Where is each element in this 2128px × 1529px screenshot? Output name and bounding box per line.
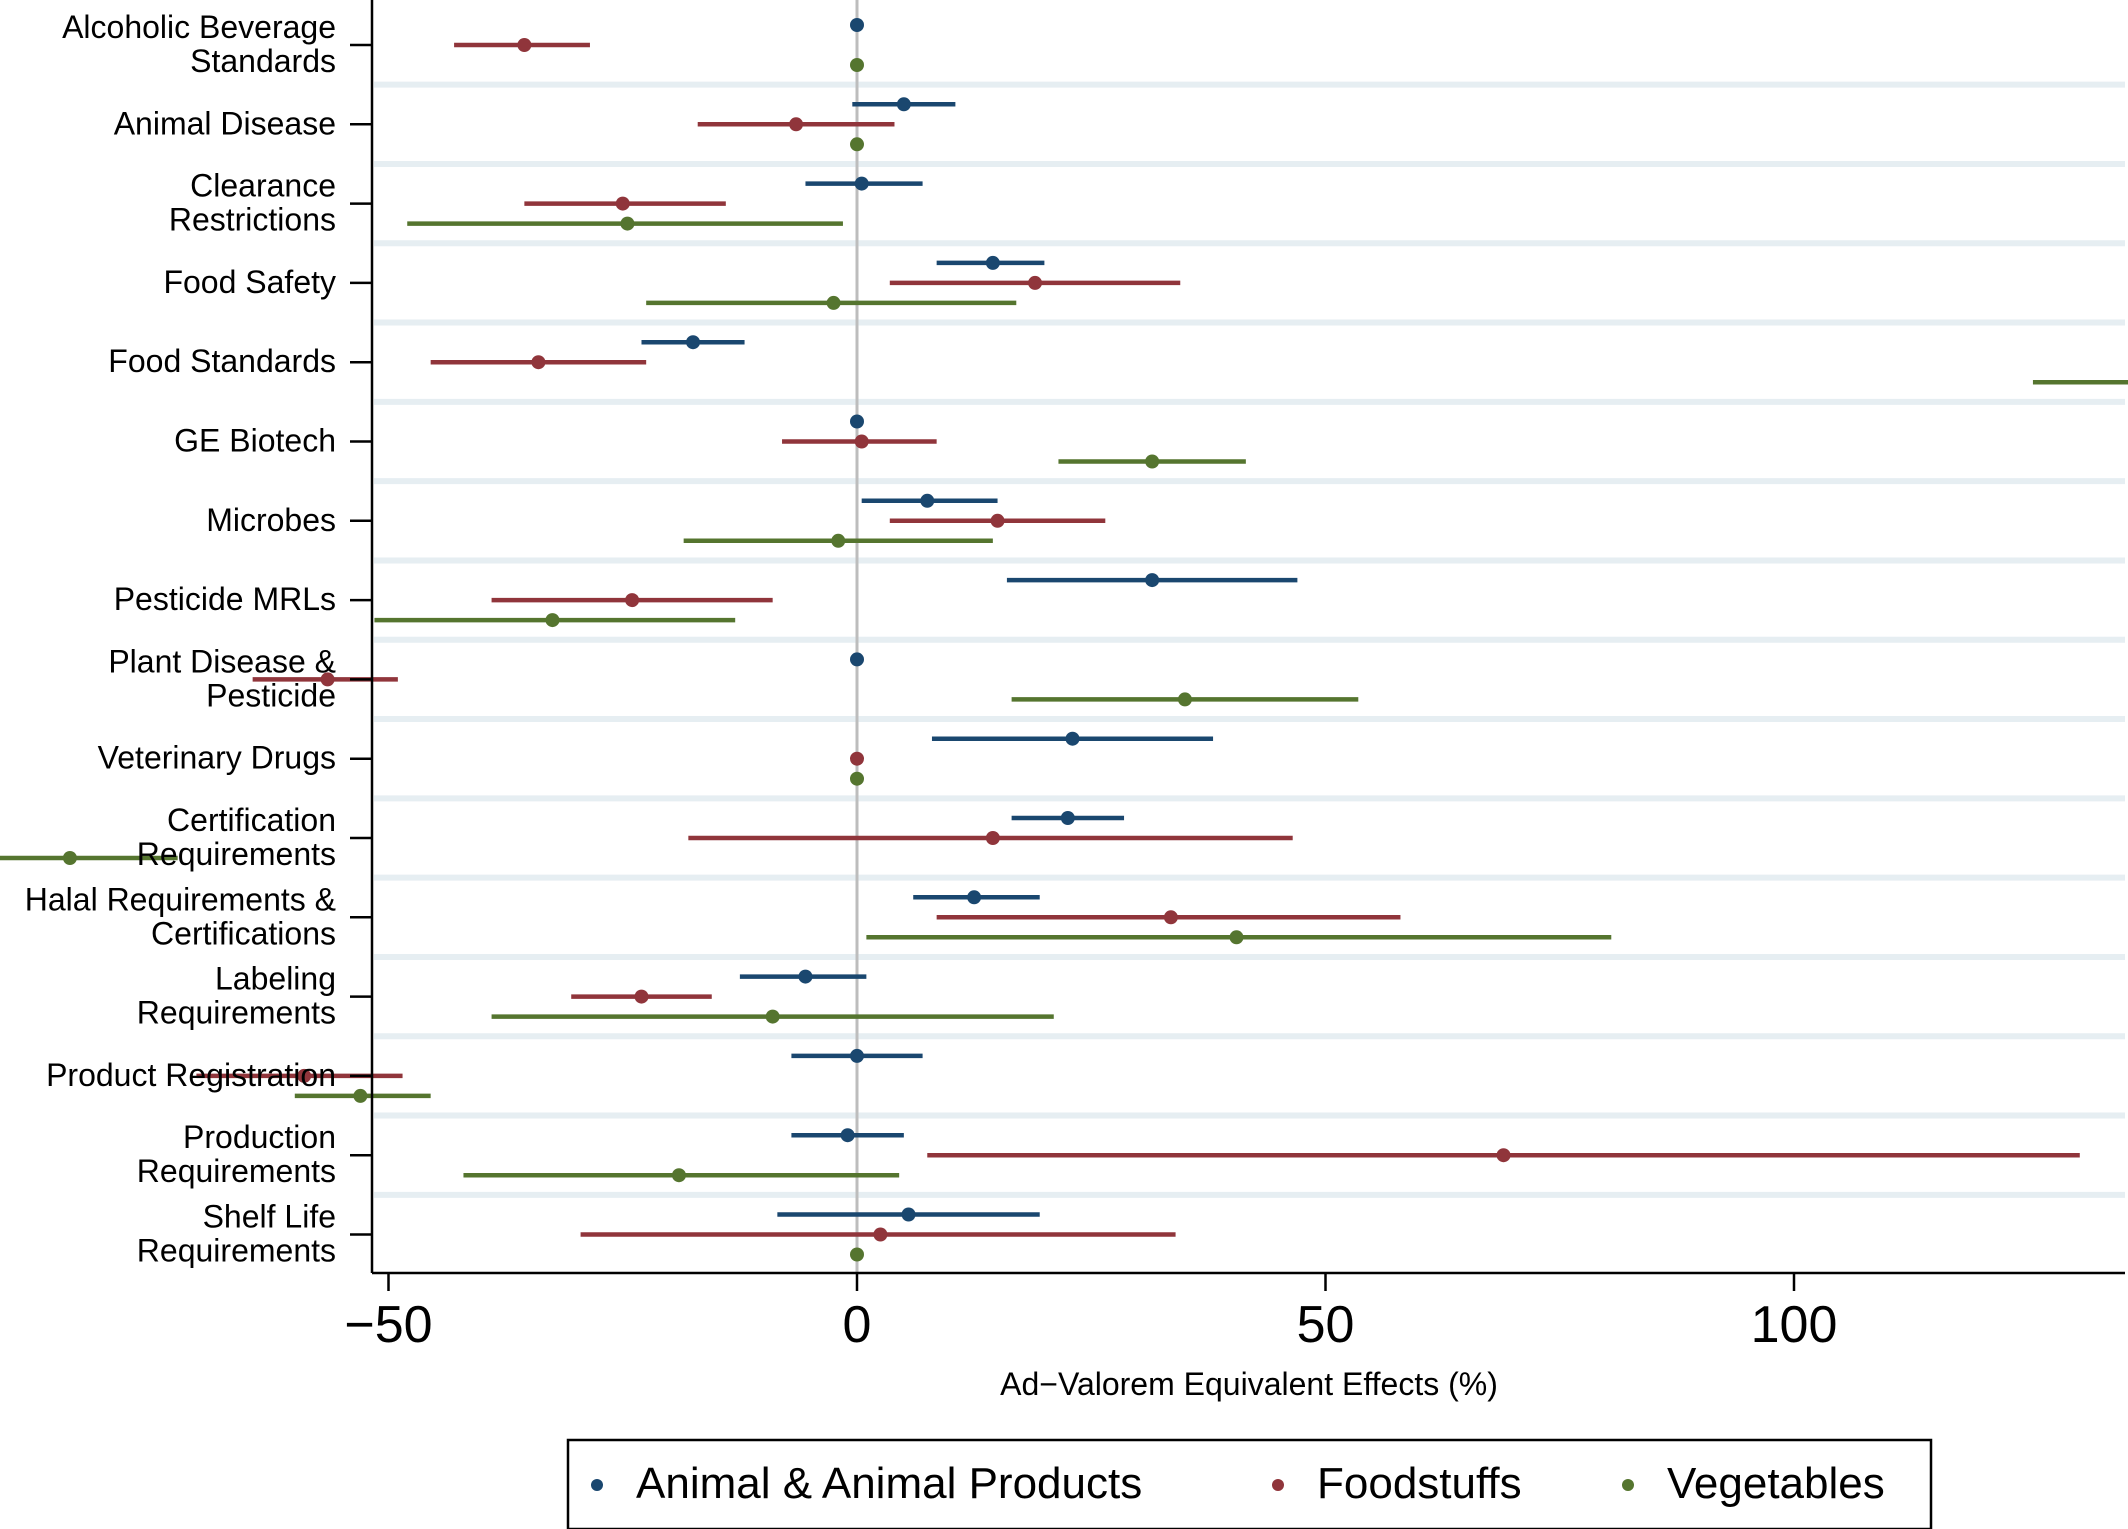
- estimate-point: [1060, 811, 1075, 825]
- estimate-point: [1177, 692, 1192, 707]
- legend-label: Foodstuffs: [1317, 1459, 1522, 1508]
- estimate-point: [320, 672, 335, 687]
- series-animal-animal-products: [641, 18, 1298, 1222]
- y-category-label: Food Standards: [108, 343, 336, 379]
- legend-marker: [1272, 1479, 1284, 1491]
- y-category-label: Certifications: [151, 915, 336, 951]
- y-category-label: Labeling: [215, 961, 336, 997]
- estimate-point: [985, 831, 1000, 845]
- estimate-point: [990, 513, 1005, 528]
- estimate-point: [850, 771, 864, 786]
- x-tick-label: 50: [1297, 1296, 1355, 1354]
- estimate-point: [901, 1207, 916, 1222]
- estimate-point: [1145, 454, 1160, 469]
- estimate-point: [1028, 275, 1043, 290]
- estimate-point: [1229, 930, 1244, 945]
- x-tick-label: 100: [1751, 1296, 1838, 1354]
- estimate-point: [798, 969, 813, 984]
- estimate-point: [896, 97, 911, 112]
- estimate-point: [625, 593, 640, 608]
- estimate-point: [826, 295, 841, 310]
- y-category-label: Pesticide: [206, 677, 336, 713]
- estimate-point: [967, 890, 982, 905]
- y-category-label: Pesticide MRLs: [114, 581, 336, 617]
- estimate-point: [297, 1068, 312, 1083]
- estimate-point: [517, 38, 532, 52]
- estimate-point: [531, 355, 546, 370]
- y-category-label: Requirements: [137, 836, 336, 872]
- estimate-point: [850, 751, 864, 766]
- y-category-label: Veterinary Drugs: [98, 740, 336, 776]
- legend-marker: [591, 1479, 603, 1491]
- estimate-point: [850, 1048, 864, 1063]
- estimate-point: [840, 1128, 855, 1143]
- y-category-label: Restrictions: [169, 202, 336, 238]
- y-category-label: GE Biotech: [174, 423, 336, 459]
- estimate-point: [671, 1168, 686, 1183]
- x-axis-ticks: −50050100150200: [344, 1273, 1838, 1354]
- y-category-label: Halal Requirements &: [25, 881, 336, 917]
- legend-marker: [1622, 1479, 1634, 1491]
- estimate-point: [831, 533, 846, 548]
- y-category-label: Animal Disease: [114, 105, 336, 141]
- estimate-point: [1163, 910, 1178, 925]
- category-separators: [374, 81, 2125, 1198]
- legend-box: [566, 1438, 1933, 1529]
- legend-label: Animal & Animal Products: [636, 1459, 1142, 1508]
- estimate-point: [62, 851, 77, 865]
- estimate-point: [850, 137, 864, 152]
- y-category-label: Microbes: [206, 502, 336, 538]
- estimate-point: [850, 414, 864, 429]
- estimate-point: [686, 335, 701, 350]
- estimate-point: [850, 58, 864, 72]
- y-category-label: Food Safety: [163, 264, 336, 300]
- estimate-point: [789, 117, 804, 132]
- x-axis-title: Ad−Valorem Equivalent Effects (%): [1000, 1366, 1498, 1402]
- estimate-point: [1145, 573, 1160, 588]
- legend-label: Vegetables: [1667, 1459, 1885, 1508]
- y-category-label: Shelf Life: [203, 1199, 336, 1235]
- x-tick-label: −50: [344, 1296, 432, 1354]
- y-category-label: Alcoholic Beverage: [62, 9, 336, 45]
- estimate-point: [1496, 1148, 1511, 1163]
- estimate-point: [850, 18, 864, 32]
- estimate-point: [850, 1247, 864, 1262]
- y-category-label: Production: [183, 1119, 336, 1155]
- estimate-point: [615, 196, 630, 211]
- series-layer: [0, 18, 2128, 1262]
- y-category-label: Requirements: [137, 1153, 336, 1189]
- series-foodstuffs: [196, 38, 2080, 1242]
- y-category-label: Requirements: [137, 1233, 336, 1269]
- x-tick-label: 0: [843, 1296, 872, 1354]
- y-category-label: Plant Disease &: [108, 643, 336, 679]
- estimate-point: [850, 652, 864, 667]
- estimate-point: [873, 1227, 888, 1242]
- y-category-label: Standards: [190, 43, 336, 79]
- y-category-label: Certification: [167, 802, 336, 838]
- y-category-label: Clearance: [190, 168, 336, 204]
- estimate-point: [854, 176, 869, 191]
- estimate-point: [1065, 731, 1080, 746]
- estimate-point: [985, 255, 1000, 270]
- estimate-point: [765, 1009, 780, 1024]
- y-category-label: Requirements: [137, 995, 336, 1031]
- estimate-point: [920, 493, 935, 508]
- estimate-point: [545, 613, 560, 628]
- y-category-label: Product Registration: [46, 1057, 336, 1093]
- estimate-point: [620, 216, 635, 231]
- estimate-point: [854, 434, 869, 449]
- estimate-point: [634, 989, 649, 1004]
- series-vegetables: [0, 58, 2128, 1262]
- estimate-point: [353, 1088, 368, 1103]
- legend: Animal & Animal Products Foodstuffs Vegeta…: [566, 1438, 1933, 1529]
